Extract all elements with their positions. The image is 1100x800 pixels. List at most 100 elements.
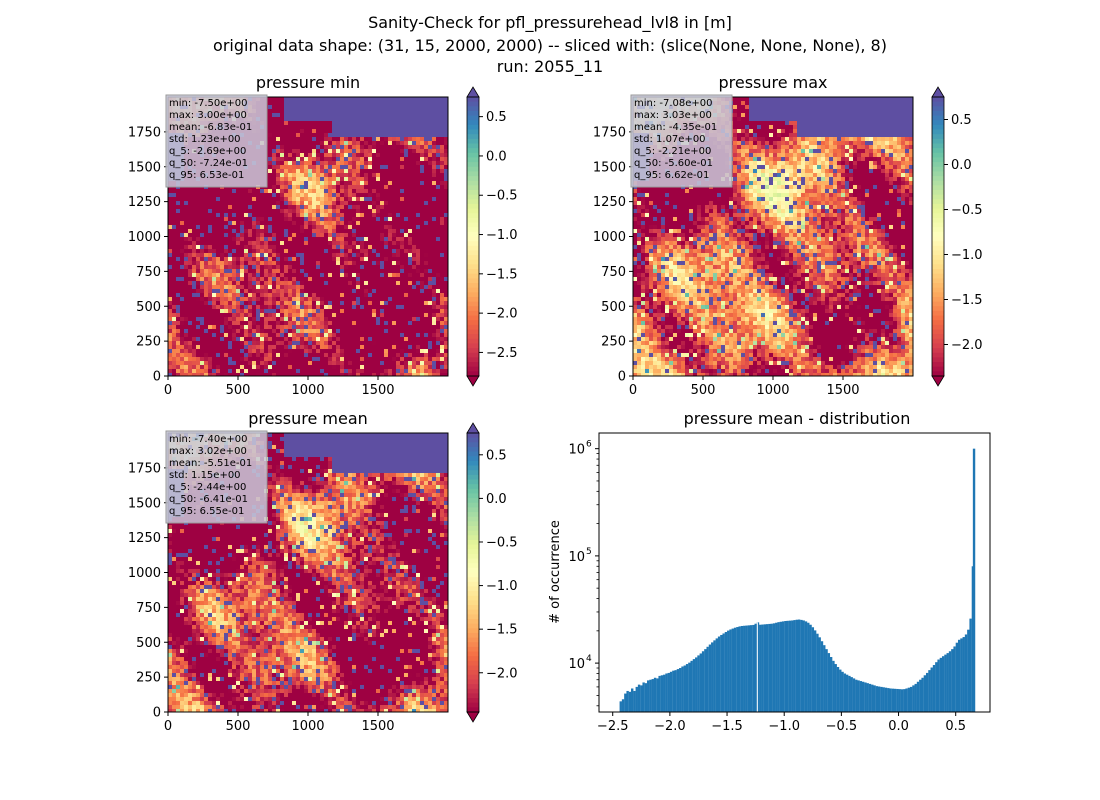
heatmap-cell (220, 317, 224, 321)
heatmap-cell (200, 257, 204, 261)
heatmap-cell (304, 153, 308, 157)
heatmap-cell (400, 217, 404, 221)
heatmap-cell (244, 281, 248, 285)
heatmap-cell (260, 257, 264, 261)
heatmap-cell (372, 141, 376, 145)
heatmap-cell (328, 193, 332, 197)
heatmap-cell (176, 201, 180, 205)
heatmap-cell (284, 229, 288, 233)
heatmap-cell (256, 257, 260, 261)
heatmap-cell (200, 369, 204, 373)
heatmap-cell (184, 253, 188, 257)
heatmap-cell (436, 273, 440, 277)
heatmap-cell (344, 361, 348, 365)
heatmap-cell (348, 365, 352, 369)
heatmap-cell (396, 185, 400, 189)
heatmap-cell (252, 301, 256, 305)
heatmap-cell (420, 241, 424, 245)
heatmap-cell (444, 109, 448, 113)
heatmap-cell (268, 249, 272, 253)
x-ticks: 0 500 1000 1500 (164, 376, 395, 398)
heatmap-cell (416, 357, 420, 361)
heatmap-cell (388, 217, 392, 221)
heatmap-cell (308, 113, 312, 117)
heatmap-cell (180, 189, 184, 193)
heatmap-cell (304, 125, 308, 129)
heatmap-cell (300, 373, 304, 376)
heatmap-cell (292, 325, 296, 329)
heatmap-cell (412, 145, 416, 149)
heatmap-cell (296, 369, 300, 373)
heatmap-cell (372, 261, 376, 265)
heatmap-cell (372, 241, 376, 245)
heatmap-cell (288, 329, 292, 333)
heatmap-cell (408, 193, 412, 197)
heatmap-cell (296, 357, 300, 361)
heatmap-cell (376, 105, 380, 109)
heatmap-cell (248, 229, 252, 233)
heatmap-cell (172, 197, 176, 201)
heatmap-cell (180, 285, 184, 289)
heatmap-cell (280, 185, 284, 189)
heatmap-cell (228, 357, 232, 361)
heatmap-cell (252, 209, 256, 213)
heatmap-cell (248, 245, 252, 249)
heatmap-cell (416, 109, 420, 113)
heatmap-cell (428, 305, 432, 309)
heatmap-cell (348, 201, 352, 205)
heatmap-cell (416, 369, 420, 373)
colorbar-segment (467, 255, 479, 261)
heatmap-cell (204, 309, 208, 313)
heatmap-cell (392, 273, 396, 277)
heatmap-cell (220, 241, 224, 245)
heatmap-cell (356, 297, 360, 301)
heatmap-cell (256, 245, 260, 249)
heatmap-cell (436, 373, 440, 376)
heatmap-cell (424, 241, 428, 245)
heatmap-cell (396, 141, 400, 145)
heatmap-cell (332, 249, 336, 253)
heatmap-cell (308, 257, 312, 261)
heatmap-cell (404, 125, 408, 129)
heatmap-cell (200, 217, 204, 221)
heatmap-cell (360, 221, 364, 225)
heatmap-cell (220, 301, 224, 305)
heatmap-cell (408, 273, 412, 277)
heatmap-cell (396, 245, 400, 249)
heatmap-cell (248, 349, 252, 353)
heatmap-cell (348, 173, 352, 177)
heatmap-cell (316, 113, 320, 117)
heatmap-cell (244, 357, 248, 361)
heatmap-cell (340, 113, 344, 117)
heatmap-cell (228, 241, 232, 245)
heatmap-cell (240, 281, 244, 285)
heatmap-cell (300, 333, 304, 337)
heatmap-cell (432, 285, 436, 289)
colorbar-segment (467, 129, 479, 135)
heatmap-cell (380, 209, 384, 213)
heatmap-cell (428, 357, 432, 361)
heatmap-cell (168, 281, 172, 285)
heatmap-cell (404, 157, 408, 161)
heatmap-cell (416, 325, 420, 329)
heatmap-cell (192, 253, 196, 257)
heatmap-cell (232, 293, 236, 297)
heatmap-cell (288, 313, 292, 317)
heatmap-cell (360, 373, 364, 376)
heatmap-cell (416, 209, 420, 213)
heatmap-cell (328, 177, 332, 181)
heatmap-cell (380, 137, 384, 141)
colorbar-segment (467, 259, 479, 265)
heatmap-cell (208, 201, 212, 205)
heatmap-cell (228, 305, 232, 309)
heatmap-cell (348, 321, 352, 325)
heatmap-cell (204, 189, 208, 193)
heatmap-cell (288, 357, 292, 361)
heatmap-cell (232, 229, 236, 233)
heatmap-cell (212, 297, 216, 301)
heatmap-cell (412, 289, 416, 293)
heatmap-cell (304, 177, 308, 181)
heatmap-cell (392, 213, 396, 217)
heatmap-cell (412, 365, 416, 369)
heatmap-cell (308, 129, 312, 133)
